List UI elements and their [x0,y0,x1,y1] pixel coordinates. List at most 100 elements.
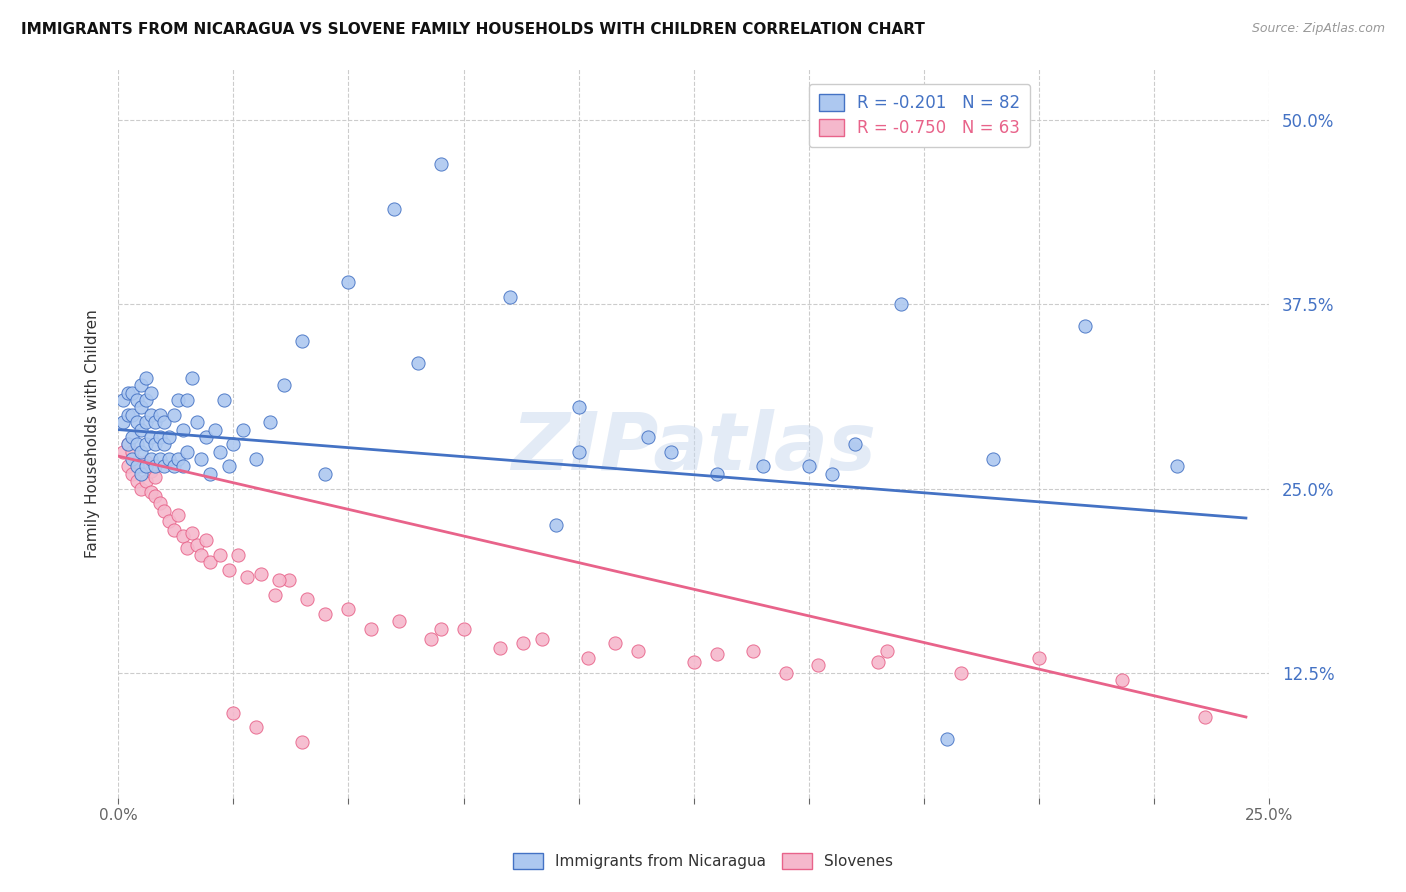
Point [1194,710,1216,724]
Point [530,632,553,646]
Point [429,622,451,636]
Point [222,706,245,720]
Point [568,401,591,415]
Point [167,393,190,408]
Point [135,393,157,408]
Point [218,459,240,474]
Point [605,636,627,650]
Point [167,452,190,467]
Point [176,393,198,408]
Point [131,423,153,437]
Point [429,157,451,171]
Point [212,393,235,408]
Point [1074,319,1097,334]
Point [121,452,143,467]
Point [866,656,889,670]
Point [111,393,134,408]
Point [172,459,194,474]
Point [149,452,172,467]
Point [153,459,176,474]
Point [627,643,650,657]
Point [143,415,166,429]
Text: IMMIGRANTS FROM NICARAGUA VS SLOVENE FAMILY HOUSEHOLDS WITH CHILDREN CORRELATION: IMMIGRANTS FROM NICARAGUA VS SLOVENE FAM… [21,22,925,37]
Point [181,525,204,540]
Point [121,444,143,458]
Point [125,455,148,469]
Point [876,643,898,657]
Point [131,482,153,496]
Point [111,444,134,458]
Point [135,371,157,385]
Point [181,371,204,385]
Point [194,430,217,444]
Point [131,401,153,415]
Point [117,408,139,422]
Point [314,467,336,481]
Point [149,430,172,444]
Point [125,393,148,408]
Legend: R = -0.201   N = 82, R = -0.750   N = 63: R = -0.201 N = 82, R = -0.750 N = 63 [808,84,1031,147]
Point [1028,651,1050,665]
Point [131,459,153,474]
Point [111,415,134,429]
Point [935,732,957,747]
Point [131,378,153,392]
Point [157,430,180,444]
Point [139,484,162,499]
Point [139,464,162,478]
Point [131,444,153,458]
Point [135,415,157,429]
Point [269,573,291,587]
Point [453,622,475,636]
Point [135,437,157,451]
Point [162,459,184,474]
Point [208,444,231,458]
Point [420,632,443,646]
Point [125,459,148,474]
Point [222,437,245,451]
Point [890,297,912,311]
Point [176,541,198,555]
Point [742,643,765,657]
Point [659,444,682,458]
Point [232,423,254,437]
Point [117,385,139,400]
Point [384,202,406,216]
Point [682,656,704,670]
Y-axis label: Family Households with Children: Family Households with Children [86,309,100,558]
Point [259,415,281,429]
Point [190,452,212,467]
Point [637,430,659,444]
Point [153,503,176,517]
Point [337,275,360,289]
Point [388,614,411,628]
Legend: Immigrants from Nicaragua, Slovenes: Immigrants from Nicaragua, Slovenes [506,847,900,875]
Point [775,665,797,680]
Point [186,415,208,429]
Point [125,474,148,488]
Point [751,459,773,474]
Point [143,459,166,474]
Point [1166,459,1188,474]
Point [172,423,194,437]
Point [200,555,222,569]
Point [568,444,591,458]
Point [157,452,180,467]
Point [797,459,820,474]
Point [139,430,162,444]
Point [263,588,285,602]
Point [157,514,180,528]
Point [208,548,231,562]
Point [162,408,184,422]
Point [153,415,176,429]
Point [121,430,143,444]
Point [245,452,267,467]
Point [821,467,844,481]
Point [125,415,148,429]
Point [200,467,222,481]
Text: ZIPatlas: ZIPatlas [512,409,876,487]
Point [1111,673,1133,688]
Point [131,467,153,481]
Point [117,437,139,451]
Point [706,647,728,661]
